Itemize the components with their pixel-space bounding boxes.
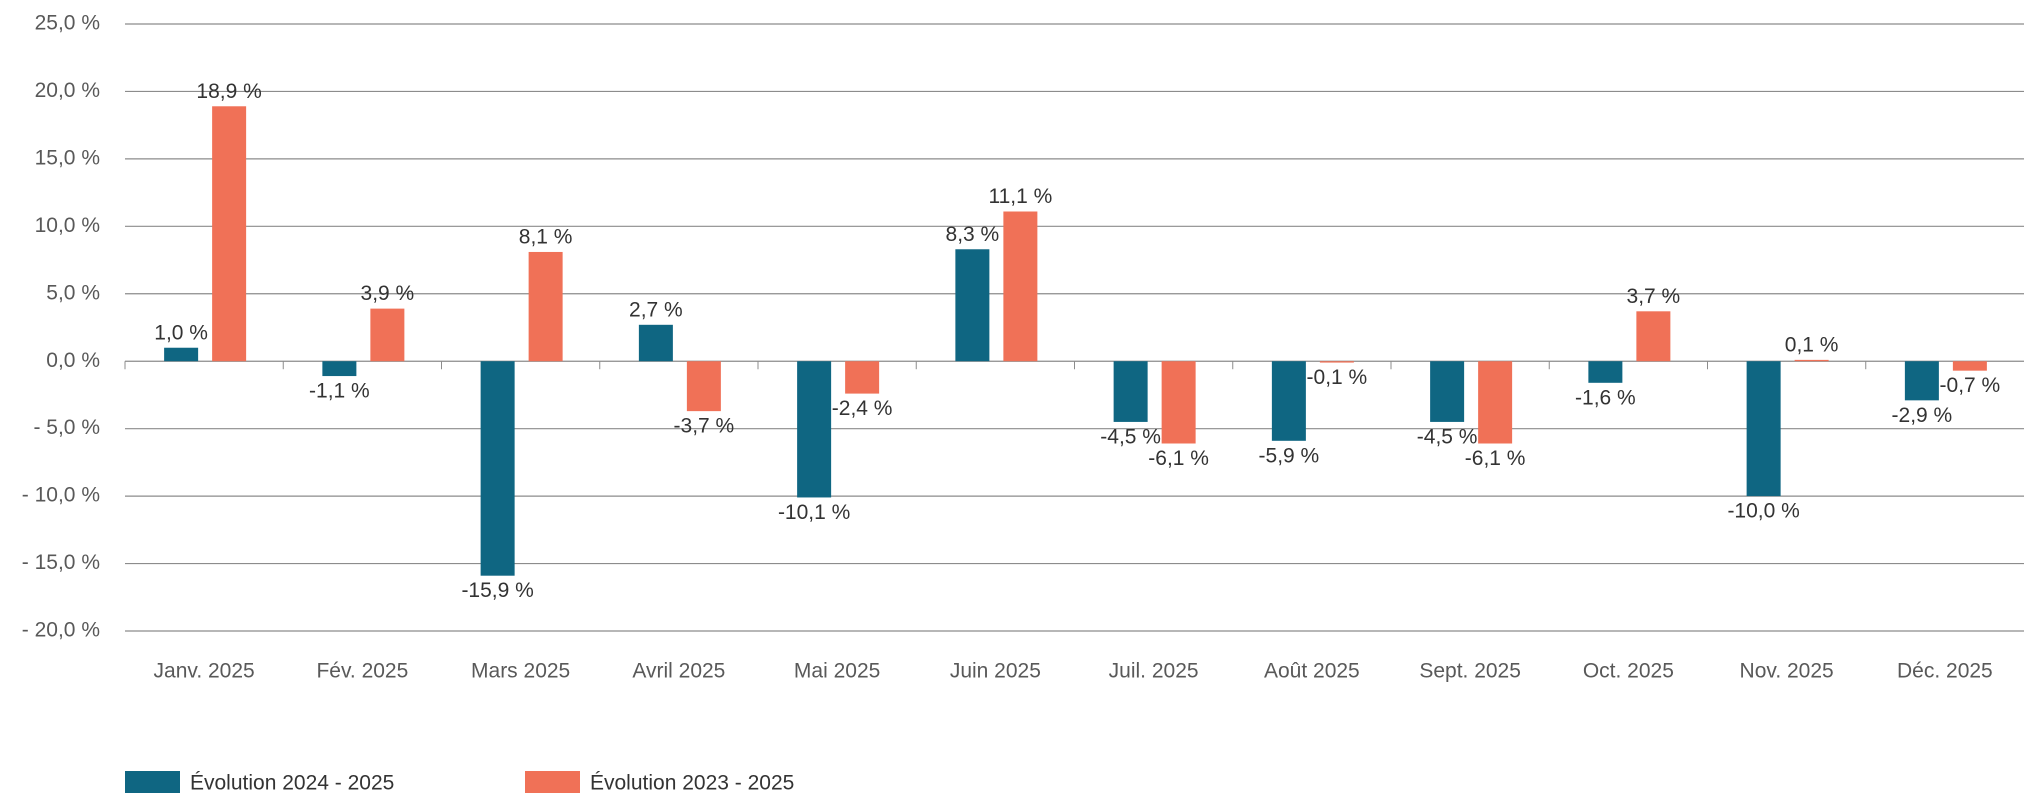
- x-tick-label: Fév. 2025: [316, 660, 408, 683]
- value-label: 8,3 %: [946, 223, 1000, 246]
- bar: [1161, 361, 1196, 444]
- legend-label: Évolution 2024 - 2025: [190, 772, 394, 795]
- x-tick-label: Mars 2025: [471, 660, 570, 683]
- x-tick-label: Janv. 2025: [154, 660, 255, 683]
- legend-swatch: [525, 771, 580, 793]
- y-tick-label: 10,0 %: [35, 214, 100, 237]
- value-label: 8,1 %: [519, 226, 573, 249]
- y-tick-label: - 5,0 %: [33, 416, 100, 439]
- bar: [480, 361, 515, 576]
- y-tick-label: 15,0 %: [35, 146, 100, 169]
- value-label: 3,9 %: [361, 282, 415, 305]
- bar: [1588, 361, 1623, 383]
- legend-label: Évolution 2023 - 2025: [590, 772, 794, 795]
- value-label: -0,1 %: [1307, 366, 1368, 389]
- value-label: -1,1 %: [309, 380, 370, 403]
- bar: [638, 324, 673, 362]
- x-tick-label: Oct. 2025: [1583, 660, 1674, 683]
- y-tick-label: 0,0 %: [46, 349, 100, 372]
- value-label: -6,1 %: [1148, 447, 1209, 470]
- value-label: 18,9 %: [196, 80, 261, 103]
- value-label: -10,0 %: [1727, 500, 1799, 523]
- bar: [1271, 361, 1306, 441]
- value-label: -6,1 %: [1465, 447, 1526, 470]
- value-label: -0,7 %: [1940, 374, 2001, 397]
- bar: [212, 106, 247, 362]
- x-tick-label: Juil. 2025: [1109, 660, 1199, 683]
- legend-swatch: [125, 771, 180, 793]
- bar: [1003, 211, 1038, 362]
- x-tick-label: Nov. 2025: [1740, 660, 1834, 683]
- x-tick-label: Déc. 2025: [1897, 660, 1993, 683]
- value-label: -3,7 %: [674, 415, 735, 438]
- value-label: -5,9 %: [1259, 444, 1320, 467]
- bar: [1113, 361, 1148, 422]
- bar: [1319, 361, 1354, 363]
- value-label: 0,1 %: [1785, 333, 1839, 356]
- x-tick-label: Août 2025: [1264, 660, 1360, 683]
- value-label: 3,7 %: [1627, 285, 1681, 308]
- bar: [528, 251, 563, 362]
- value-label: -4,5 %: [1417, 425, 1478, 448]
- bar: [1746, 361, 1781, 497]
- bar: [370, 308, 405, 362]
- x-tick-label: Avril 2025: [632, 660, 725, 683]
- bar: [1430, 361, 1465, 422]
- bar: [797, 361, 832, 498]
- y-tick-label: - 15,0 %: [22, 551, 100, 574]
- value-label: 1,0 %: [154, 321, 208, 344]
- bar: [1794, 359, 1829, 362]
- bar: [1478, 361, 1513, 444]
- bar: [955, 249, 990, 362]
- bar: [1636, 311, 1671, 362]
- y-tick-label: - 10,0 %: [22, 484, 100, 507]
- y-tick-label: 5,0 %: [46, 281, 100, 304]
- value-label: -10,1 %: [778, 501, 850, 524]
- value-label: -1,6 %: [1575, 386, 1636, 409]
- bar: [845, 361, 880, 394]
- value-label: 2,7 %: [629, 298, 683, 321]
- y-tick-label: 25,0 %: [35, 12, 100, 35]
- y-tick-label: 20,0 %: [35, 79, 100, 102]
- bar: [322, 361, 357, 377]
- bar: [1904, 361, 1939, 401]
- x-tick-label: Sept. 2025: [1419, 660, 1521, 683]
- value-label: -2,4 %: [832, 397, 893, 420]
- y-tick-label: - 20,0 %: [22, 619, 100, 642]
- value-label: 11,1 %: [988, 185, 1052, 208]
- bar: [686, 361, 721, 412]
- bar: [1952, 361, 1987, 371]
- x-tick-label: Juin 2025: [950, 660, 1041, 683]
- value-label: -2,9 %: [1892, 404, 1953, 427]
- bar: [164, 347, 199, 362]
- value-label: -15,9 %: [461, 579, 533, 602]
- value-label: -4,5 %: [1100, 425, 1161, 448]
- x-tick-label: Mai 2025: [794, 660, 880, 683]
